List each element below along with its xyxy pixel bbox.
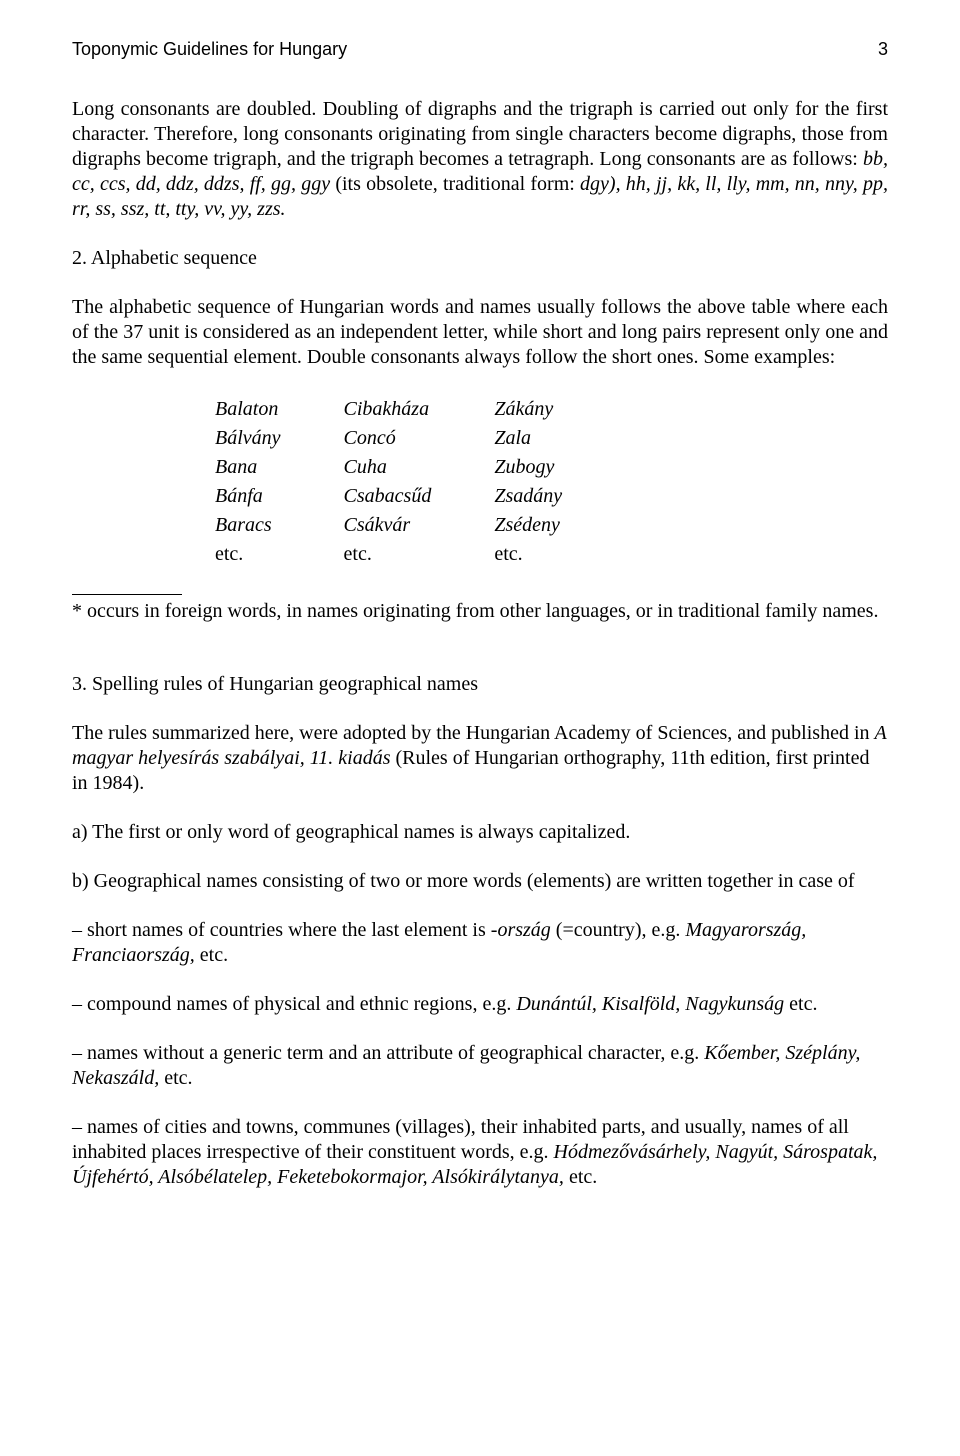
example-cell: Bánfa — [214, 483, 341, 510]
bullet-cities: – names of cities and towns, communes (v… — [72, 1115, 888, 1190]
text: – names without a generic term and an at… — [72, 1042, 704, 1064]
rule-a: a) The first or only word of geographica… — [72, 820, 888, 845]
example-cell: Concó — [343, 425, 492, 452]
table-row: Bálvány Concó Zala — [214, 425, 622, 452]
text: – short names of countries where the las… — [72, 919, 491, 941]
bullet-regions: – compound names of physical and ethnic … — [72, 992, 888, 1017]
example-etc: etc. — [343, 541, 492, 568]
example-cell: Cuha — [343, 454, 492, 481]
text: etc. — [195, 944, 228, 966]
table-row: Baracs Csákvár Zsédeny — [214, 512, 622, 539]
header-page-number: 3 — [878, 38, 888, 61]
section-2-title: 2. Alphabetic sequence — [72, 246, 888, 271]
table-row: Bana Cuha Zubogy — [214, 454, 622, 481]
example-cell: Zubogy — [493, 454, 622, 481]
example-cell: Zsadány — [493, 483, 622, 510]
example-cell: Csákvár — [343, 512, 492, 539]
table-row: Balaton Cibakháza Zákány — [214, 396, 622, 423]
footnote-rule — [72, 594, 182, 595]
text: etc. — [784, 993, 817, 1015]
example-cell: Baracs — [214, 512, 341, 539]
bullet-no-generic: – names without a generic term and an at… — [72, 1041, 888, 1091]
text: etc. — [564, 1166, 597, 1188]
rule-b: b) Geographical names consisting of two … — [72, 869, 888, 894]
example-cell: Csabacsűd — [343, 483, 492, 510]
example-etc: etc. — [493, 541, 622, 568]
example-cell: Bana — [214, 454, 341, 481]
example-cell: Zala — [493, 425, 622, 452]
text-italic: Dunántúl, Kisalföld, Nagykunság — [516, 993, 784, 1015]
example-cell: Balaton — [214, 396, 341, 423]
example-cell: Zsédeny — [493, 512, 622, 539]
page-header: Toponymic Guidelines for Hungary 3 — [72, 38, 888, 61]
table-row: etc. etc. etc. — [214, 541, 622, 568]
example-cell: Bálvány — [214, 425, 341, 452]
text: (its obsolete, traditional form: — [330, 173, 580, 195]
paragraph-long-consonants: Long consonants are doubled. Doubling of… — [72, 97, 888, 222]
bullet-countries: – short names of countries where the las… — [72, 918, 888, 968]
section-3-title: 3. Spelling rules of Hungarian geographi… — [72, 672, 888, 697]
text: (=country), e.g. — [551, 919, 686, 941]
header-title: Toponymic Guidelines for Hungary — [72, 38, 347, 61]
text: etc. — [159, 1067, 192, 1089]
text: The rules summarized here, were adopted … — [72, 722, 875, 744]
footnote: * occurs in foreign words, in names orig… — [72, 599, 888, 624]
example-cell: Cibakháza — [343, 396, 492, 423]
examples-table: Balaton Cibakháza Zákány Bálvány Concó Z… — [212, 394, 624, 570]
text: Long consonants are doubled. Doubling of… — [72, 98, 888, 170]
example-etc: etc. — [214, 541, 341, 568]
text: – compound names of physical and ethnic … — [72, 993, 516, 1015]
section-2-paragraph: The alphabetic sequence of Hungarian wor… — [72, 295, 888, 370]
table-row: Bánfa Csabacsűd Zsadány — [214, 483, 622, 510]
text-italic: -ország — [491, 919, 551, 941]
section-3-intro: The rules summarized here, were adopted … — [72, 721, 888, 796]
example-cell: Zákány — [493, 396, 622, 423]
